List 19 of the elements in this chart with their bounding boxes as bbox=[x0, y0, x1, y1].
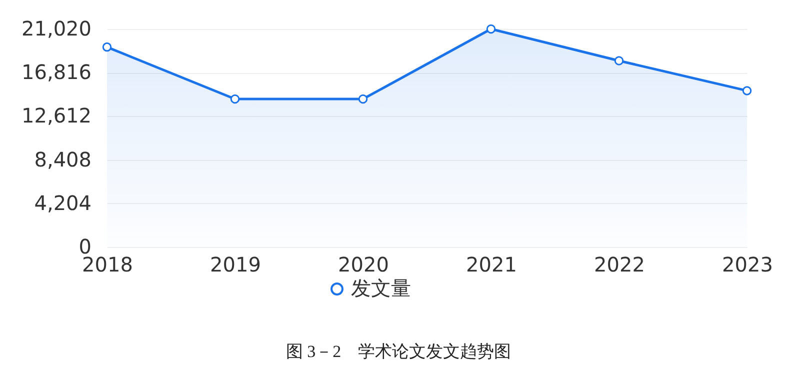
x-tick-label: 2021 bbox=[466, 252, 517, 276]
caption: 图 3－2 学术论文发文趋势图 bbox=[284, 341, 512, 363]
point bbox=[102, 42, 112, 52]
x-tick-label: 2023 bbox=[722, 252, 773, 276]
point bbox=[486, 24, 496, 34]
y-tick-label: 16,816 bbox=[22, 60, 92, 84]
point bbox=[230, 94, 240, 104]
point bbox=[614, 56, 624, 66]
y-tick-label: 12,612 bbox=[22, 104, 92, 128]
y-tick-label: 8,408 bbox=[34, 147, 92, 172]
x-tick-label: 2020 bbox=[338, 252, 389, 276]
x-tick-label: 2018 bbox=[82, 252, 133, 276]
x-tick-label: 2022 bbox=[594, 252, 645, 276]
legend-label: 发文量 bbox=[351, 276, 411, 300]
y-tick-label: 4,204 bbox=[34, 190, 92, 215]
y-tick-label: 21,020 bbox=[22, 16, 92, 40]
x-tick-label: 2019 bbox=[210, 252, 261, 276]
point bbox=[358, 94, 368, 104]
point bbox=[742, 86, 752, 96]
